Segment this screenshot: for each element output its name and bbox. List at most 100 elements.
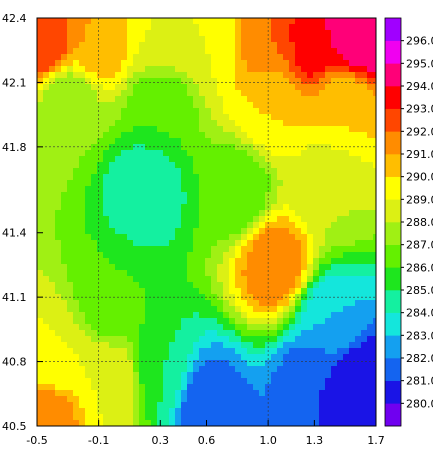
field-cell (229, 84, 236, 91)
field-cell (181, 90, 188, 97)
y-tick-label: 41.4 (2, 227, 27, 240)
field-cell (127, 30, 134, 37)
field-cell (367, 372, 374, 379)
field-cell (37, 84, 44, 91)
field-cell (181, 360, 188, 367)
field-cell (343, 306, 350, 313)
field-cell (301, 306, 308, 313)
field-cell (193, 72, 200, 79)
field-cell (355, 30, 362, 37)
field-cell (229, 60, 236, 67)
field-cell (127, 228, 134, 235)
field-cell (121, 60, 128, 67)
field-cell (43, 396, 50, 403)
field-cell (103, 168, 110, 175)
field-cell (121, 234, 128, 241)
field-cell (115, 264, 122, 271)
field-cell (361, 174, 368, 181)
field-cell (151, 414, 158, 421)
field-cell (259, 78, 266, 85)
field-cell (97, 402, 104, 409)
field-cell (139, 270, 146, 277)
field-cell (61, 282, 68, 289)
field-cell (127, 402, 134, 409)
field-cell (91, 300, 98, 307)
field-cell (145, 222, 152, 229)
field-cell (205, 360, 212, 367)
field-cell (37, 162, 44, 169)
field-cell (175, 120, 182, 127)
field-cell (223, 198, 230, 205)
field-cell (241, 114, 248, 121)
field-cell (331, 240, 338, 247)
field-cell (97, 192, 104, 199)
field-cell (283, 192, 290, 199)
field-cell (133, 30, 140, 37)
field-cell (121, 222, 128, 229)
field-cell (301, 30, 308, 37)
field-cell (73, 270, 80, 277)
field-cell (121, 144, 128, 151)
field-cell (145, 360, 152, 367)
field-cell (67, 114, 74, 121)
field-cell (343, 372, 350, 379)
field-cell (49, 204, 56, 211)
field-cell (241, 54, 248, 61)
field-cell (85, 312, 92, 319)
field-cell (49, 390, 56, 397)
field-cell (193, 132, 200, 139)
field-cell (319, 270, 326, 277)
field-cell (211, 378, 218, 385)
field-cell (121, 96, 128, 103)
field-cell (325, 270, 332, 277)
field-cell (343, 342, 350, 349)
field-cell (217, 372, 224, 379)
field-cell (43, 54, 50, 61)
field-cell (49, 42, 56, 49)
field-cell (193, 420, 200, 426)
field-cell (199, 264, 206, 271)
field-cell (115, 384, 122, 391)
field-cell (307, 132, 314, 139)
field-cell (241, 144, 248, 151)
field-cell (61, 360, 68, 367)
field-cell (97, 318, 104, 325)
field-cell (145, 66, 152, 73)
field-cell (127, 354, 134, 361)
field-cell (85, 366, 92, 373)
field-cell (277, 234, 284, 241)
field-cell (151, 384, 158, 391)
field-cell (49, 234, 56, 241)
field-cell (271, 66, 278, 73)
field-cell (223, 282, 230, 289)
field-cell (91, 252, 98, 259)
field-cell (319, 84, 326, 91)
field-cell (193, 174, 200, 181)
field-cell (223, 168, 230, 175)
field-cell (187, 42, 194, 49)
field-cell (301, 162, 308, 169)
field-cell (217, 312, 224, 319)
field-cell (349, 396, 356, 403)
field-cell (121, 162, 128, 169)
field-cell (85, 174, 92, 181)
field-cell (223, 402, 230, 409)
field-cell (235, 336, 242, 343)
field-cell (205, 150, 212, 157)
field-cell (295, 324, 302, 331)
field-cell (271, 270, 278, 277)
field-cell (295, 306, 302, 313)
field-cell (259, 354, 266, 361)
field-cell (289, 120, 296, 127)
field-cell (91, 192, 98, 199)
field-cell (103, 360, 110, 367)
field-cell (193, 192, 200, 199)
field-cell (307, 300, 314, 307)
field-cell (235, 78, 242, 85)
field-cell (133, 252, 140, 259)
field-cell (217, 78, 224, 85)
field-cell (157, 78, 164, 85)
field-cell (271, 120, 278, 127)
field-cell (343, 18, 350, 25)
field-cell (115, 216, 122, 223)
